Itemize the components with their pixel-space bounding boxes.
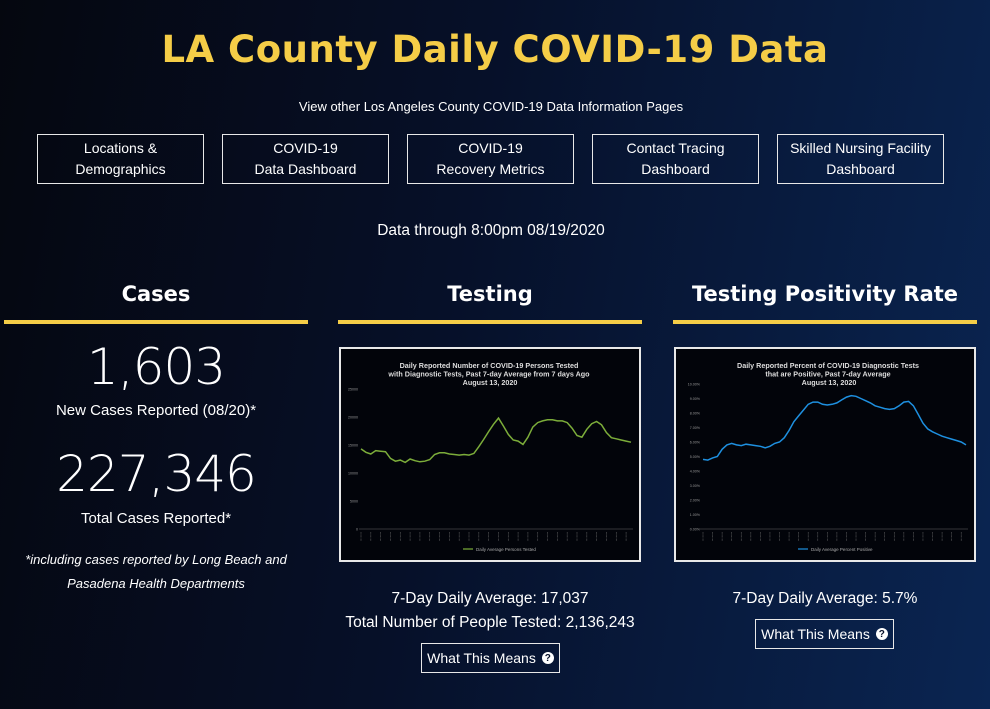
nav-button-locations-demographics[interactable]: Locations & Demographics	[37, 134, 204, 184]
nav-button-skilled-nursing[interactable]: Skilled Nursing Facility Dashboard	[777, 134, 944, 184]
p-y-tick-label: 2.00%	[690, 499, 701, 503]
positivity-series-line	[702, 394, 967, 461]
question-circle-icon: ?	[875, 628, 888, 640]
testing-legend-label: Daily Average Persons Tested	[476, 547, 536, 552]
testing-chart-title: Daily Reported Number of COVID-19 Person…	[387, 361, 591, 387]
positivity-what-this-means-label: What This Means	[761, 626, 870, 642]
positivity-divider	[673, 320, 977, 324]
positivity-7day-average: 7-Day Daily Average: 5.7%	[732, 590, 918, 607]
t-y-tick-label: 0	[356, 528, 358, 532]
p-y-tick-label: 3.00%	[690, 484, 701, 488]
new-cases-label: New Cases Reported (08/20)*	[55, 402, 257, 419]
p-y-tick-label: 0.00%	[690, 528, 701, 532]
testing-series-line	[360, 416, 632, 464]
p-y-tick-label: 9.00%	[690, 397, 701, 401]
positivity-chart-svg: Daily Reported Percent of COVID-19 Diagn…	[688, 361, 968, 552]
total-cases-label: Total Cases Reported*	[80, 510, 232, 527]
positivity-chart-title: Daily Reported Percent of COVID-19 Diagn…	[737, 361, 921, 387]
p-y-tick-label: 1.00%	[690, 513, 701, 517]
p-y-tick-label: 4.00%	[690, 470, 701, 474]
t-y-tick-label: 20000	[348, 416, 358, 420]
positivity-heading: Testing Positivity Rate	[691, 282, 959, 306]
cases-heading: Cases	[121, 282, 191, 306]
p-y-tick-label: 5.00%	[690, 455, 701, 459]
data-through-date: Data through 8:00pm 08/19/2020	[377, 222, 605, 239]
nav-button-contact-tracing[interactable]: Contact Tracing Dashboard	[592, 134, 759, 184]
testing-chart: Daily Reported Number of COVID-19 Person…	[339, 347, 641, 562]
testing-what-this-means-label: What This Means	[427, 650, 536, 666]
page-subtitle: View other Los Angeles County COVID-19 D…	[298, 99, 684, 114]
p-y-tick-label: 7.00%	[690, 426, 701, 430]
p-y-tick-label: 10.00%	[688, 383, 701, 387]
new-cases-value: 1,603	[86, 338, 226, 396]
t-y-tick-label: 10000	[348, 472, 358, 476]
question-circle-icon: ?	[541, 652, 554, 664]
nav-button-recovery-metrics[interactable]: COVID-19 Recovery Metrics	[407, 134, 574, 184]
nav-button-data-dashboard[interactable]: COVID-19 Data Dashboard	[222, 134, 389, 184]
t-y-tick-label: 25000	[348, 388, 358, 392]
cases-divider	[4, 320, 308, 324]
cases-footnote: *including cases reported by Long Beach …	[25, 552, 287, 591]
testing-heading: Testing	[447, 282, 533, 306]
testing-what-this-means-button[interactable]: What This Means ?	[421, 643, 560, 673]
testing-divider	[338, 320, 642, 324]
p-y-tick-label: 6.00%	[690, 441, 701, 445]
testing-total-tested: Total Number of People Tested: 2,136,243	[345, 614, 635, 631]
positivity-what-this-means-button[interactable]: What This Means ?	[755, 619, 894, 649]
testing-7day-average: 7-Day Daily Average: 17,037	[391, 590, 589, 607]
page-title: LA County Daily COVID-19 Data	[161, 28, 829, 71]
testing-chart-svg: Daily Reported Number of COVID-19 Person…	[348, 361, 633, 552]
positivity-legend-label: Daily Average Percent Positive	[811, 547, 873, 552]
p-y-tick-label: 8.00%	[690, 412, 701, 416]
t-y-tick-label: 15000	[348, 444, 358, 448]
t-y-tick-label: 5000	[350, 500, 358, 504]
positivity-chart: Daily Reported Percent of COVID-19 Diagn…	[674, 347, 976, 562]
total-cases-value: 227,346	[56, 445, 257, 503]
